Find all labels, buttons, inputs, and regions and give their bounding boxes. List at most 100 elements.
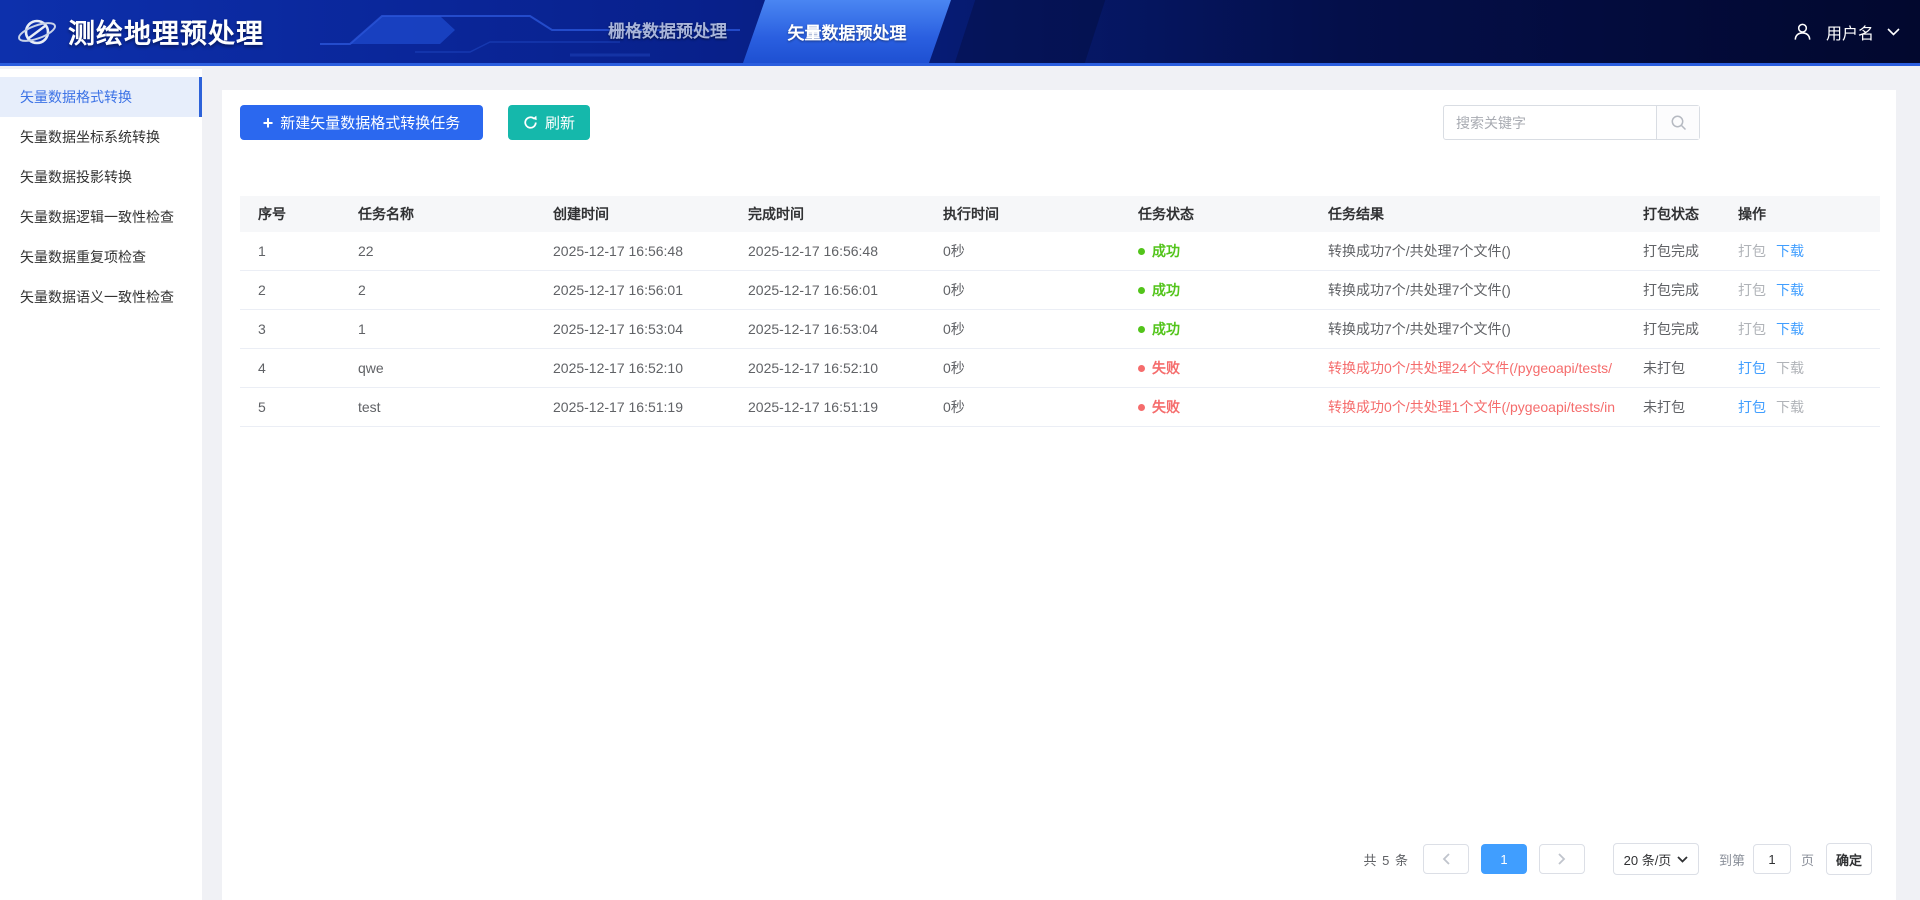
search-box	[1443, 105, 1700, 140]
refresh-button[interactable]: 刷新	[508, 105, 590, 140]
tab-raster-preprocessing[interactable]: 栅格数据预处理	[608, 22, 727, 41]
new-task-button[interactable]: + 新建矢量数据格式转换任务	[240, 105, 483, 140]
status-text: 失败	[1152, 399, 1180, 415]
tab-vector-label: 矢量数据预处理	[787, 24, 907, 43]
page-size-select[interactable]: 20 条/页	[1612, 843, 1699, 875]
status-dot-icon	[1138, 287, 1145, 294]
cell-created-time: 2025-12-17 16:56:01	[553, 282, 683, 298]
cell-actions: 打包 下载	[1720, 319, 1880, 339]
prev-page-button[interactable]	[1422, 844, 1469, 874]
cell-index: 1	[258, 243, 266, 259]
cell-actions: 打包 下载	[1720, 358, 1880, 378]
sidebar-item-format-convert[interactable]: 矢量数据格式转换	[0, 77, 202, 117]
table-body: 1 22 2025-12-17 16:56:48 2025-12-17 16:56:4…	[240, 232, 1880, 427]
column-header: 创建时间	[553, 206, 609, 222]
cell-package-status: 打包完成	[1643, 282, 1699, 298]
user-name: 用户名	[1825, 25, 1874, 43]
sidebar-item-semantic-check[interactable]: 矢量数据语义一致性检查	[20, 289, 174, 305]
cell-task-result: 转换成功7个/共处理7个文件()	[1328, 321, 1511, 337]
cell-created-time: 2025-12-17 16:56:48	[553, 243, 683, 259]
column-header: 执行时间	[943, 206, 999, 222]
refresh-label: 刷新	[544, 115, 575, 132]
header-dark-band	[954, 0, 1106, 63]
cell-exec-time: 0秒	[943, 321, 965, 337]
cell-created-time: 2025-12-17 16:52:10	[553, 360, 683, 376]
cell-package-status: 打包完成	[1643, 243, 1699, 259]
cell-index: 4	[258, 360, 266, 376]
cell-actions: 打包 下载	[1720, 241, 1880, 261]
cell-task-result: 转换成功0个/共处理24个文件(/pygeoapi/tests/	[1328, 360, 1612, 376]
goto-page-input[interactable]	[1752, 844, 1791, 874]
cell-exec-time: 0秒	[943, 282, 965, 298]
cell-package-status: 打包完成	[1643, 321, 1699, 337]
cell-task-status: 成功	[1120, 319, 1310, 339]
column-header: 任务结果	[1328, 206, 1384, 222]
next-page-button[interactable]	[1538, 844, 1585, 874]
column-header: 任务状态	[1138, 206, 1194, 222]
search-input[interactable]	[1444, 106, 1656, 139]
status-dot-icon	[1138, 404, 1145, 411]
column-header: 操作	[1738, 206, 1766, 222]
total-count: 共 5 条	[1363, 852, 1409, 868]
user-icon	[1794, 23, 1811, 40]
goto-suffix: 页	[1800, 852, 1814, 868]
page-number-1[interactable]: 1	[1480, 844, 1527, 874]
app-header: 测绘地理预处理 栅格数据预处理 矢量数据预处理 用户名	[0, 0, 1920, 66]
table-row: 3 1 2025-12-17 16:53:04 2025-12-17 16:53:04…	[240, 310, 1880, 349]
cell-task-name: qwe	[358, 360, 384, 376]
download-action[interactable]: 下载	[1776, 282, 1804, 298]
cell-task-result: 转换成功7个/共处理7个文件()	[1328, 243, 1511, 259]
task-table: 序号 任务名称 创建时间 完成时间 执行时间 任务状态 任务结果 打包状态 操作 1 22 2025…	[240, 196, 1880, 427]
content-card: + 新建矢量数据格式转换任务 刷新 序号 任务名称 创建时间 完成时间 执行时间 任务状态…	[222, 90, 1896, 900]
app-logo-area: 测绘地理预处理	[16, 0, 264, 63]
status-text: 成功	[1152, 282, 1180, 298]
cell-created-time: 2025-12-17 16:53:04	[553, 321, 683, 337]
package-action[interactable]: 打包	[1738, 360, 1766, 376]
package-action: 打包	[1738, 321, 1766, 337]
refresh-icon	[524, 115, 537, 129]
status-text: 失败	[1152, 360, 1180, 376]
package-action: 打包	[1738, 282, 1766, 298]
cell-task-name: 22	[358, 243, 374, 259]
cell-package-status: 未打包	[1643, 399, 1685, 415]
package-action[interactable]: 打包	[1738, 399, 1766, 415]
cell-exec-time: 0秒	[943, 399, 965, 415]
sidebar-item-coordinate-convert[interactable]: 矢量数据坐标系统转换	[20, 129, 160, 145]
pagination: 共 5 条 1 20 条/页 到第 页 确定	[1363, 843, 1872, 875]
download-action: 下载	[1776, 399, 1804, 415]
cell-package-status: 未打包	[1643, 360, 1685, 376]
cell-finished-time: 2025-12-17 16:53:04	[748, 321, 878, 337]
cell-task-status: 失败	[1120, 397, 1310, 417]
sidebar-item-duplicate-check[interactable]: 矢量数据重复项检查	[20, 249, 146, 265]
status-dot-icon	[1138, 365, 1145, 372]
status-dot-icon	[1138, 326, 1145, 333]
cell-finished-time: 2025-12-17 16:52:10	[748, 360, 878, 376]
cell-task-name: 1	[358, 321, 366, 337]
download-action[interactable]: 下载	[1776, 321, 1804, 337]
table-header-row: 序号 任务名称 创建时间 完成时间 执行时间 任务状态 任务结果 打包状态 操作	[240, 196, 1880, 232]
cell-task-name: test	[358, 399, 381, 415]
search-button[interactable]	[1656, 106, 1699, 139]
user-menu[interactable]: 用户名	[1792, 0, 1900, 63]
sidebar-item-projection-convert[interactable]: 矢量数据投影转换	[20, 169, 132, 185]
new-task-label: 新建矢量数据格式转换任务	[280, 115, 461, 132]
cell-finished-time: 2025-12-17 16:56:01	[748, 282, 878, 298]
chevron-down-icon	[1887, 27, 1900, 36]
page-size-label: 20 条/页	[1623, 852, 1672, 868]
table-row: 4 qwe 2025-12-17 16:52:10 2025-12-17 16:52:…	[240, 349, 1880, 388]
column-header: 任务名称	[358, 206, 414, 222]
cell-finished-time: 2025-12-17 16:56:48	[748, 243, 878, 259]
search-icon	[1671, 115, 1686, 131]
tab-vector-preprocessing[interactable]: 矢量数据预处理	[743, 0, 951, 63]
cell-task-status: 成功	[1120, 280, 1310, 300]
cell-exec-time: 0秒	[943, 243, 965, 259]
chevron-down-icon	[1677, 855, 1688, 863]
app-title: 测绘地理预处理	[68, 19, 264, 49]
sidebar-item-logic-check[interactable]: 矢量数据逻辑一致性检查	[20, 209, 174, 225]
cell-actions: 打包 下载	[1720, 280, 1880, 300]
download-action: 下载	[1776, 360, 1804, 376]
column-header: 打包状态	[1643, 206, 1699, 222]
download-action[interactable]: 下载	[1776, 243, 1804, 259]
confirm-button[interactable]: 确定	[1826, 843, 1872, 875]
status-text: 成功	[1152, 243, 1180, 259]
